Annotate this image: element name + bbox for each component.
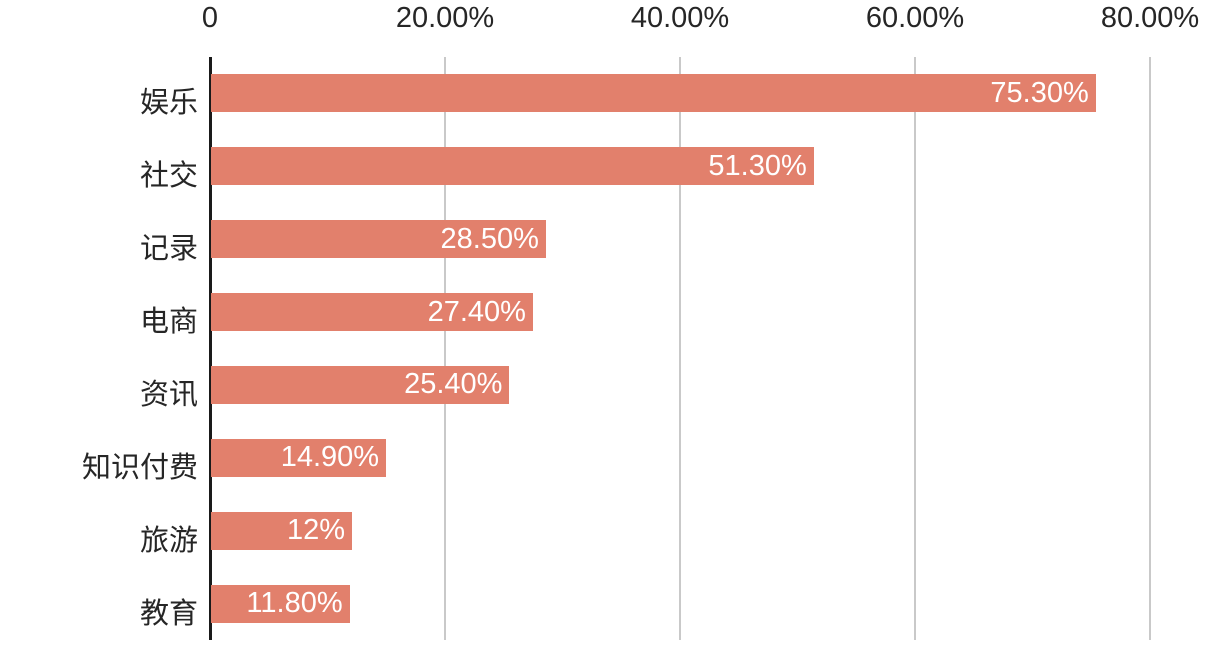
bar-value-label: 14.90% [280,441,380,474]
category-label: 娱乐 [139,87,198,120]
x-axis-tick-label: 40.00% [630,2,730,34]
bar: 28.50% [211,220,546,259]
bar: 25.40% [211,365,510,404]
category-label: 资讯 [139,378,198,411]
bar-value-label: 75.30% [990,76,1089,109]
bar-value-label: 27.40% [427,295,526,328]
bar: 75.30% [211,74,1096,113]
bar: 12% [211,511,352,550]
gridline [914,57,916,640]
x-axis-tick-label: 20.00% [395,2,495,34]
bar-value-label: 11.80% [246,587,343,620]
bar: 27.40% [211,293,533,332]
category-label: 社交 [139,160,198,193]
bar: 11.80% [211,584,350,623]
x-axis-tick-label: 80.00% [1100,2,1200,34]
y-axis-line [209,57,212,640]
bar-value-label: 25.40% [404,368,503,401]
bar: 14.90% [211,438,387,477]
category-label: 电商 [139,306,198,339]
gridline [1149,57,1151,640]
x-axis-tick-label: 60.00% [865,2,965,34]
gridline [679,57,681,640]
category-label: 知识付费 [81,451,198,484]
category-label: 旅游 [139,524,198,557]
bar-value-label: 28.50% [440,222,539,255]
bar: 51.30% [211,147,814,186]
bar-value-label: 51.30% [708,149,807,182]
category-label: 记录 [139,233,198,266]
category-label: 教育 [139,597,198,630]
x-axis-tick-label: 0 [201,2,219,34]
gridline [444,57,446,640]
bar-value-label: 12% [286,514,345,547]
